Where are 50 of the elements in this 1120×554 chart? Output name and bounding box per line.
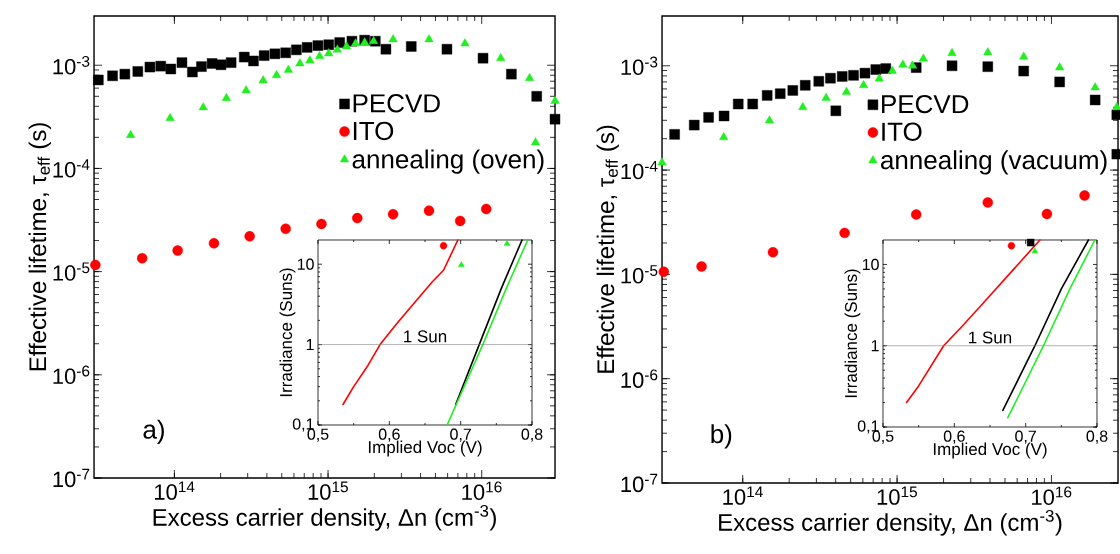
x-axis-title: Excess carrier density, Δn (cm$^{-3}$): [719, 509, 1062, 536]
y-tick-label: 1: [871, 340, 879, 352]
y-tick-label: 10: [862, 258, 879, 271]
ref-line-label: 1 Sun: [969, 331, 1012, 344]
line-series: [446, 239, 529, 426]
y-tick-label: 10$^{-4}$: [53, 159, 90, 178]
y-axis-title: Effective lifetime, τ$_{eff}$ (s): [28, 123, 51, 371]
y-tick-label: 10$^{-6}$: [53, 365, 90, 385]
y-tick-label: 10: [297, 258, 314, 270]
y-tick-label: 10$^{-5}$: [53, 262, 90, 281]
legend-label: PECVD: [882, 94, 969, 114]
legend-label: annealing (oven): [352, 149, 544, 174]
legend-label: ITO: [353, 121, 394, 141]
point: [458, 261, 465, 267]
x-tick-label: 10$^{15}$: [877, 486, 917, 505]
x-tick-label: 0,8: [521, 428, 543, 442]
legend-label: PECVD: [353, 94, 440, 113]
y-tick-label: 10$^{-7}$: [53, 468, 90, 488]
x-axis-title: Implied Voc (V): [933, 442, 1047, 459]
x-tick-label: 10$^{15}$: [308, 481, 348, 500]
x-axis-title: Implied Voc (V): [368, 440, 482, 457]
legend-label: ITO: [882, 122, 922, 141]
x-axis-title: Excess carrier density, Δn (cm$^{-3}$): [153, 504, 496, 531]
line-series: [905, 239, 1041, 404]
x-tick-label: 10$^{16}$: [462, 481, 502, 501]
point: [439, 241, 448, 250]
x-tick-label: 10$^{14}$: [155, 481, 195, 500]
y-tick-label: 10$^{-3}$: [53, 55, 90, 75]
x-tick-label: 10$^{14}$: [723, 486, 763, 505]
y-tick-label: 10$^{-5}$: [621, 265, 658, 284]
x-tick-label: 0,8: [1086, 430, 1108, 444]
y-tick-label: 10$^{-7}$: [621, 473, 658, 493]
y-tick-label: 10$^{-4}$: [621, 160, 658, 180]
legend-label: annealing (vacuum): [881, 150, 1107, 175]
y-axis-title: Effective lifetime, τ$_{eff}$ (s): [596, 125, 619, 373]
point: [503, 239, 511, 246]
y-tick-label: 1: [306, 339, 314, 351]
annotation: a): [143, 419, 164, 444]
y-axis-title: Irradiance (Suns): [844, 269, 861, 398]
x-tick-label: 0,7: [1015, 430, 1036, 444]
y-tick-label: 10$^{-3}$: [621, 56, 658, 76]
y-axis-title: Irradiance (Suns): [279, 268, 296, 397]
x-tick-label: 0,6: [943, 430, 965, 444]
x-tick-label: 0,6: [378, 428, 400, 442]
y-tick-label: 10$^{-6}$: [621, 369, 658, 388]
annotation: b): [711, 424, 732, 449]
line-series: [342, 239, 459, 406]
x-tick-label: 10$^{16}$: [1032, 486, 1072, 506]
ref-line-label: 1 Sun: [404, 330, 447, 343]
x-tick-label: 0,7: [450, 428, 471, 442]
